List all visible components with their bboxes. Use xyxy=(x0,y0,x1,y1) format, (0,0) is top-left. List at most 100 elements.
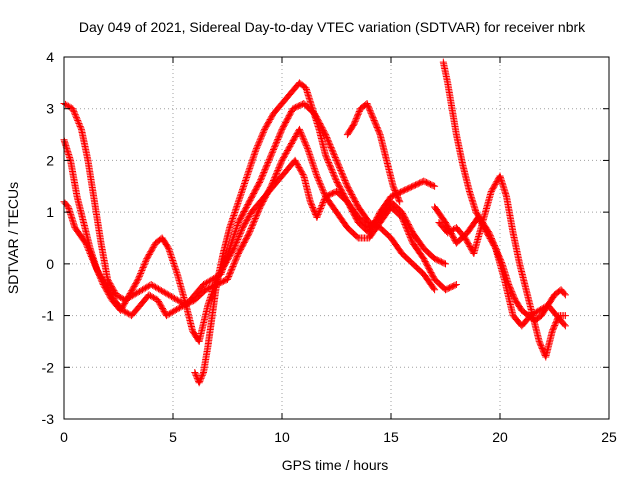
data-point xyxy=(251,216,259,224)
data-point xyxy=(236,192,244,200)
data-point xyxy=(251,148,259,156)
data-point xyxy=(302,140,310,148)
data-point xyxy=(265,157,273,165)
data-point xyxy=(165,246,173,254)
data-point xyxy=(231,257,239,265)
data-point xyxy=(170,307,178,315)
data-point xyxy=(277,128,285,136)
data-point xyxy=(238,227,246,235)
data-point xyxy=(162,312,170,320)
data-point xyxy=(295,125,303,133)
data-point xyxy=(328,146,336,154)
data-point xyxy=(328,145,336,153)
data-point xyxy=(244,170,252,178)
data-point xyxy=(331,154,339,162)
data-point xyxy=(138,267,146,275)
data-point xyxy=(337,168,345,176)
data-point xyxy=(561,312,569,320)
data-point xyxy=(252,146,260,154)
data-point xyxy=(316,179,324,187)
y-tick-label: 1 xyxy=(46,204,54,220)
data-point xyxy=(325,139,333,147)
data-point xyxy=(232,226,240,234)
data-point xyxy=(257,134,265,142)
data-point xyxy=(125,293,133,301)
data-point xyxy=(205,298,213,306)
data-point xyxy=(263,161,271,169)
data-point xyxy=(561,322,569,330)
data-point xyxy=(227,268,235,276)
data-point xyxy=(271,141,279,149)
data-point xyxy=(149,293,157,301)
data-point xyxy=(235,195,243,203)
series-track-b xyxy=(60,125,460,320)
x-tick-label: 20 xyxy=(492,429,508,445)
data-point xyxy=(159,287,167,295)
data-point xyxy=(196,376,204,384)
data-point xyxy=(173,306,181,314)
data-point xyxy=(157,287,165,295)
data-point xyxy=(311,166,319,174)
data-point xyxy=(71,111,79,119)
data-point xyxy=(207,292,215,300)
data-point xyxy=(317,203,325,211)
data-point xyxy=(233,201,241,209)
data-point xyxy=(192,371,200,379)
data-point xyxy=(259,128,267,136)
x-tick-label: 5 xyxy=(169,429,177,445)
data-point xyxy=(338,169,346,177)
data-point xyxy=(223,253,231,261)
data-point xyxy=(229,213,237,221)
data-point xyxy=(277,159,285,167)
data-point xyxy=(329,148,337,156)
data-point xyxy=(141,259,149,267)
data-point xyxy=(205,277,213,285)
data-point xyxy=(430,284,438,292)
data-point xyxy=(134,288,142,296)
y-tick-label: 0 xyxy=(46,256,54,272)
data-point xyxy=(226,244,234,252)
data-point xyxy=(248,222,256,230)
data-point xyxy=(266,153,274,161)
data-point xyxy=(248,223,256,231)
data-point xyxy=(254,142,262,150)
data-point xyxy=(309,160,317,168)
data-point xyxy=(325,160,333,168)
data-point xyxy=(205,297,213,305)
data-point xyxy=(260,168,268,176)
data-point xyxy=(249,154,257,162)
data-point xyxy=(233,222,241,230)
data-point xyxy=(318,184,326,192)
data-point xyxy=(257,133,265,141)
data-point xyxy=(238,225,246,233)
data-point xyxy=(320,188,328,196)
data-point xyxy=(272,171,280,179)
data-point xyxy=(266,154,274,162)
data-point xyxy=(326,141,334,149)
x-axis-label: GPS time / hours xyxy=(282,457,389,473)
data-point xyxy=(243,172,251,180)
data-point xyxy=(250,152,258,160)
data-point xyxy=(191,368,199,376)
data-point xyxy=(138,265,146,273)
data-point xyxy=(255,139,263,147)
data-point xyxy=(268,148,276,156)
data-point xyxy=(74,117,82,125)
data-point xyxy=(134,275,142,283)
data-point xyxy=(240,181,248,189)
data-point xyxy=(274,135,282,143)
data-point xyxy=(241,178,249,186)
data-point xyxy=(167,250,175,258)
data-point xyxy=(310,163,318,171)
data-point xyxy=(440,259,448,267)
data-point xyxy=(174,305,182,313)
data-point xyxy=(230,211,238,219)
data-point xyxy=(328,167,336,175)
data-point xyxy=(225,246,233,254)
data-point xyxy=(195,379,203,387)
data-point xyxy=(327,164,335,172)
data-point xyxy=(249,155,257,163)
data-point xyxy=(72,112,80,120)
data-point xyxy=(165,310,173,318)
data-point xyxy=(245,167,253,175)
